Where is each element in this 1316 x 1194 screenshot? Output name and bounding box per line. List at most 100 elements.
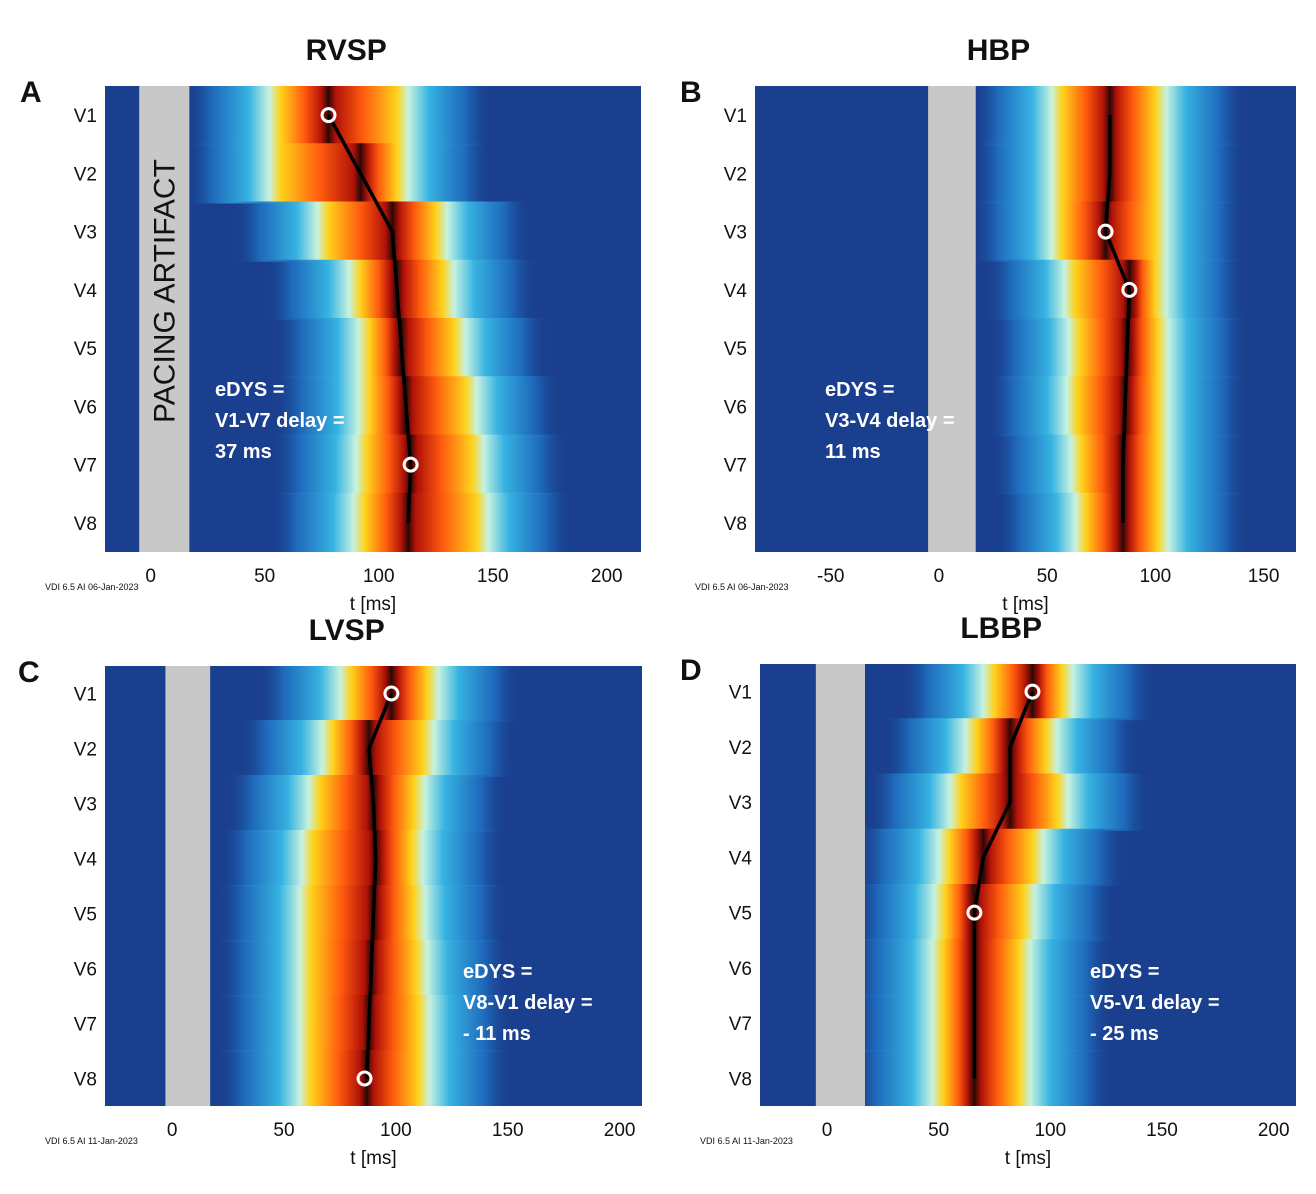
x-tick-label: 100 xyxy=(380,1120,412,1141)
panel-lvsp: V1 V2 V3 V4 V5 V6 V7 V8 0 50 100 150 200 t [ms] LVSP C V… xyxy=(0,604,642,1194)
x-tick-label: 100 xyxy=(363,566,395,587)
lead-label-V6: V6 xyxy=(729,959,752,980)
x-axis-label: t [ms] xyxy=(1005,1148,1051,1169)
lead-label-V7: V7 xyxy=(74,456,97,477)
x-tick-label: 0 xyxy=(167,1120,178,1141)
x-tick-label: 50 xyxy=(928,1120,949,1141)
lead-label-V1: V1 xyxy=(724,106,747,127)
panel-letter: C xyxy=(18,656,40,689)
marker-V1 xyxy=(383,685,400,702)
pacing-artifact-bar xyxy=(928,86,976,552)
annotation-line: - 11 ms xyxy=(463,1023,531,1045)
x-tick-label: 50 xyxy=(1037,566,1058,587)
annotation-line: - 25 ms xyxy=(1090,1023,1159,1045)
lead-label-V6: V6 xyxy=(74,397,97,418)
heatmap-row-V7 xyxy=(849,994,1113,1052)
lead-label-V8: V8 xyxy=(724,514,747,535)
activation-line xyxy=(326,114,413,523)
annotation-line: V8-V1 delay = xyxy=(463,992,593,1014)
marker-V3 xyxy=(1097,223,1114,240)
pacing-artifact-bar xyxy=(815,664,865,1106)
chart-title: RVSP xyxy=(306,34,387,67)
lead-label-V7: V7 xyxy=(729,1014,752,1035)
chart-svg: V1 V2 V3 V4 V5 V6 V7 V8 0 50 100 150 200 t [ms] LVSP C V… xyxy=(18,614,642,1169)
panel-rvsp: PACING ARTIFACT V1 V2 V3 V4 V5 V6 V7 V8 0 50 100 150… xyxy=(0,30,641,620)
x-tick-label: 0 xyxy=(822,1120,833,1141)
lead-label-V7: V7 xyxy=(74,1015,97,1036)
heatmap-row-V5 xyxy=(988,318,1249,379)
heatmap-row-V6 xyxy=(273,376,562,437)
panel-lbbp: V1 V2 V3 V4 V5 V6 V7 V8 0 50 100 150 200 t [ms] LBBP D V… xyxy=(660,604,1300,1194)
activation-line xyxy=(365,692,394,1079)
marker-V1 xyxy=(1024,683,1041,700)
chart-title: LVSP xyxy=(309,614,385,647)
heatmap-row-V8 xyxy=(269,492,573,552)
heatmap-layer xyxy=(849,664,1156,1106)
heatmap-row-V7 xyxy=(216,995,513,1052)
lead-label-V5: V5 xyxy=(724,339,747,360)
pacing-artifact-bar xyxy=(139,86,190,552)
lead-label-V3: V3 xyxy=(729,793,752,814)
lead-label-V8: V8 xyxy=(74,514,97,535)
x-tick-label: 100 xyxy=(1139,566,1171,587)
x-tick-label: 0 xyxy=(145,566,156,587)
lead-label-V8: V8 xyxy=(74,1070,97,1091)
heatmap-layer xyxy=(184,86,573,552)
lead-label-V1: V1 xyxy=(729,683,752,704)
lead-label-V7: V7 xyxy=(724,456,747,477)
heatmap-row-V1 xyxy=(900,664,1156,721)
annotation-line: eDYS = xyxy=(463,961,532,983)
x-tick-label: 100 xyxy=(1034,1120,1066,1141)
heatmap-row-V8 xyxy=(849,1049,1113,1106)
pacing-artifact-bar xyxy=(165,666,211,1106)
lead-label-V6: V6 xyxy=(74,960,97,981)
heatmap-row-V6 xyxy=(216,940,510,997)
x-tick-label: 150 xyxy=(477,566,509,587)
heatmap-row-V7 xyxy=(990,434,1249,495)
heatmap-row-V4 xyxy=(984,259,1247,320)
lead-label-V4: V4 xyxy=(74,850,98,871)
chart-svg: PACING ARTIFACT V1 V2 V3 V4 V5 V6 V7 V8 0 50 100 150… xyxy=(20,34,641,615)
footer-stamp: VDI 6.5 AI 11-Jan-2023 xyxy=(45,1136,138,1146)
lead-label-V1: V1 xyxy=(74,106,97,127)
x-tick-label: 200 xyxy=(591,566,623,587)
x-tick-label: -50 xyxy=(817,566,844,587)
heatmap-row-V1 xyxy=(257,666,522,722)
annotation-line: 11 ms xyxy=(825,441,881,463)
x-tick-label: 150 xyxy=(1146,1120,1178,1141)
activation-line xyxy=(972,690,1035,1079)
chart-title: LBBP xyxy=(960,612,1042,645)
annotation-line: V3-V4 delay = xyxy=(825,410,955,432)
panel-letter: A xyxy=(20,76,42,109)
lead-label-V4: V4 xyxy=(729,848,753,869)
x-axis-label: t [ms] xyxy=(1002,594,1048,615)
x-tick-label: 50 xyxy=(273,1120,294,1141)
annotation-line: V1-V7 delay = xyxy=(215,410,345,432)
heatmap-row-V5 xyxy=(273,318,550,379)
chart-svg: V1 V2 V3 V4 V5 V6 V7 V8 -50 0 50 100 150 t [ms] HBP B VD… xyxy=(680,34,1296,615)
lead-label-V3: V3 xyxy=(724,223,747,244)
heatmap-row-V5 xyxy=(216,885,508,942)
marker-V1 xyxy=(320,107,337,124)
heatmap-row-V6 xyxy=(849,939,1113,997)
heatmap-row-V2 xyxy=(184,143,493,204)
lead-label-V2: V2 xyxy=(729,738,752,759)
x-axis-label: t [ms] xyxy=(350,1148,396,1169)
panel-letter: D xyxy=(680,654,702,687)
annotation-line: 37 ms xyxy=(215,441,272,463)
activation-line xyxy=(1103,115,1132,523)
lead-label-V5: V5 xyxy=(729,904,752,925)
heatmap-row-V5 xyxy=(851,884,1118,942)
marker-V5 xyxy=(966,904,983,921)
x-tick-label: 0 xyxy=(934,566,945,587)
marker-V4 xyxy=(1121,281,1138,298)
pacing-artifact-label: PACING ARTIFACT xyxy=(148,159,181,423)
panel-hbp: V1 V2 V3 V4 V5 V6 V7 V8 -50 0 50 100 150 t [ms] HBP B VD… xyxy=(660,30,1300,620)
marker-V7 xyxy=(402,456,419,473)
heatmap-row-V8 xyxy=(216,1050,513,1106)
chart-svg: V1 V2 V3 V4 V5 V6 V7 V8 0 50 100 150 200 t [ms] LBBP D V… xyxy=(680,612,1296,1169)
heatmap-row-V6 xyxy=(986,376,1249,437)
x-tick-label: 150 xyxy=(492,1120,524,1141)
x-tick-label: 150 xyxy=(1248,566,1280,587)
lead-label-V1: V1 xyxy=(74,685,97,706)
